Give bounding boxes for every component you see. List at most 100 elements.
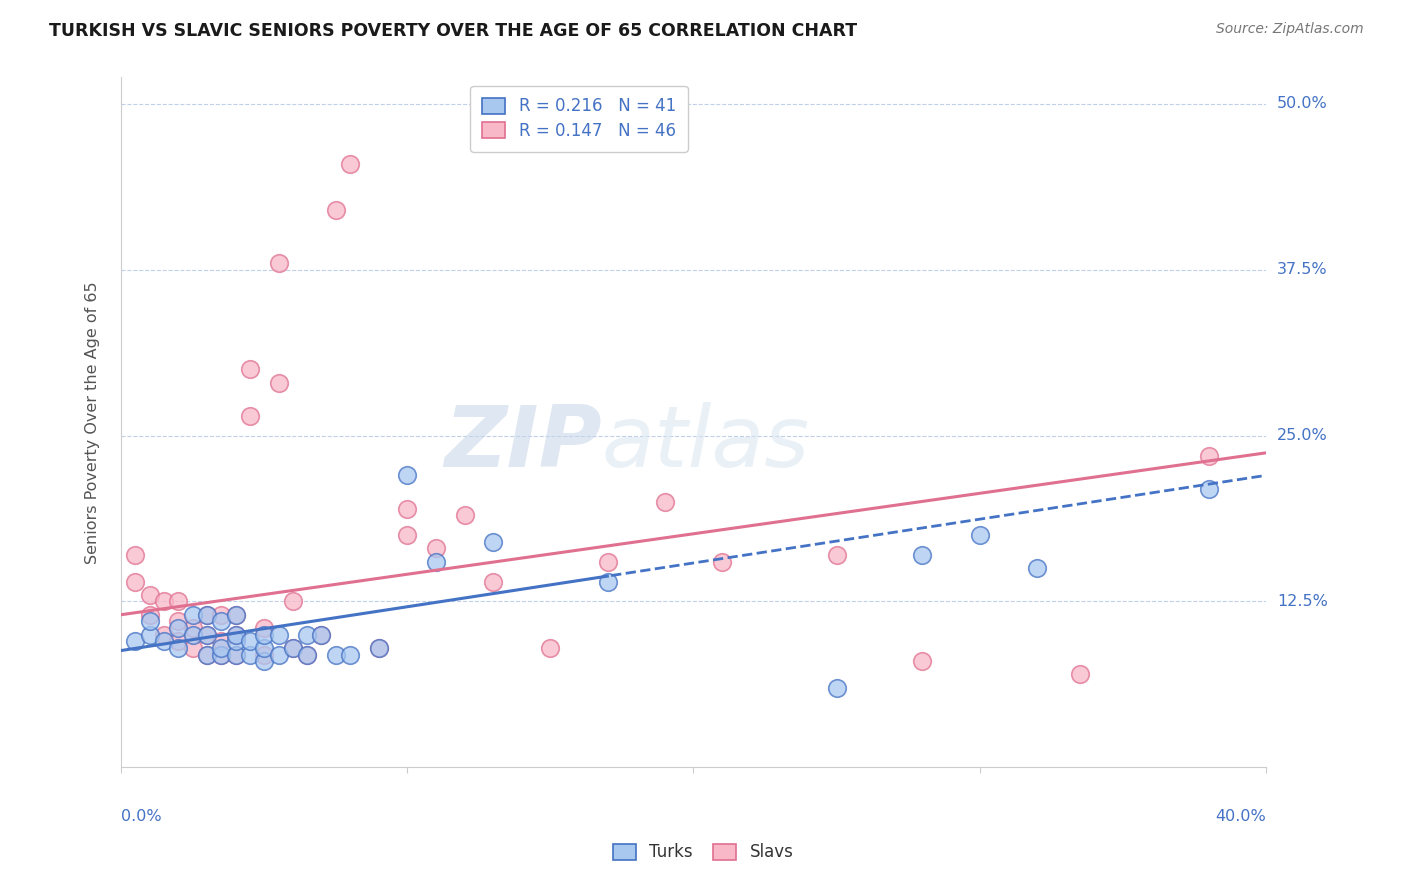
Point [295,648,318,662]
Text: 50.0%: 50.0% [1277,96,1327,112]
Point [239,634,262,648]
Point [295,627,318,641]
Point [425,555,447,569]
Point [267,256,290,270]
Point [195,648,218,662]
Point [911,654,934,668]
Point [195,607,218,622]
Point [209,648,232,662]
Point [139,607,162,622]
Text: Source: ZipAtlas.com: Source: ZipAtlas.com [1216,22,1364,37]
Point [538,640,561,655]
Point [124,634,146,648]
Point [181,627,204,641]
Point [311,627,333,641]
Point [325,648,347,662]
Point [295,648,318,662]
Point [325,203,347,218]
Text: 0.0%: 0.0% [121,809,162,823]
Point [311,627,333,641]
Point [209,648,232,662]
Point [482,534,505,549]
Point [225,627,247,641]
Point [396,528,419,542]
Point [167,594,190,608]
Point [124,574,146,589]
Point [195,627,218,641]
Point [281,594,304,608]
Point [396,468,419,483]
Point [253,621,276,635]
Point [253,654,276,668]
Point [209,607,232,622]
Text: 40.0%: 40.0% [1215,809,1265,823]
Point [209,640,232,655]
Point [253,648,276,662]
Text: 37.5%: 37.5% [1277,262,1327,277]
Point [153,634,176,648]
Point [596,555,619,569]
Y-axis label: Seniors Poverty Over the Age of 65: Seniors Poverty Over the Age of 65 [86,281,100,564]
Text: 12.5%: 12.5% [1277,594,1327,609]
Point [167,640,190,655]
Point [167,615,190,629]
Point [654,495,676,509]
Point [253,627,276,641]
Point [195,607,218,622]
Point [225,607,247,622]
Point [1198,482,1220,496]
Point [195,627,218,641]
Point [367,640,389,655]
Point [969,528,991,542]
Point [253,640,276,655]
Point [425,541,447,556]
Point [209,615,232,629]
Point [825,681,848,695]
Point [367,640,389,655]
Point [139,615,162,629]
Point [239,362,262,376]
Text: 25.0%: 25.0% [1277,428,1327,443]
Point [139,627,162,641]
Point [195,648,218,662]
Text: ZIP: ZIP [444,401,602,484]
Point [825,548,848,562]
Point [267,376,290,390]
Point [281,640,304,655]
Point [225,648,247,662]
Point [911,548,934,562]
Point [281,640,304,655]
Point [482,574,505,589]
Point [181,640,204,655]
Point [225,634,247,648]
Point [339,156,361,170]
Point [225,648,247,662]
Point [209,634,232,648]
Point [153,594,176,608]
Point [711,555,734,569]
Point [596,574,619,589]
Point [167,621,190,635]
Point [181,621,204,635]
Point [267,627,290,641]
Point [181,607,204,622]
Point [1069,667,1091,681]
Point [1025,561,1047,575]
Point [139,588,162,602]
Point [1198,449,1220,463]
Point [396,501,419,516]
Point [339,648,361,662]
Text: atlas: atlas [602,401,810,484]
Point [167,634,190,648]
Point [239,409,262,423]
Legend: Turks, Slavs: Turks, Slavs [600,831,806,873]
Point [124,548,146,562]
Point [239,648,262,662]
Text: TURKISH VS SLAVIC SENIORS POVERTY OVER THE AGE OF 65 CORRELATION CHART: TURKISH VS SLAVIC SENIORS POVERTY OVER T… [49,22,858,40]
Point [153,627,176,641]
Legend: R = 0.216   N = 41, R = 0.147   N = 46: R = 0.216 N = 41, R = 0.147 N = 46 [471,86,688,152]
Point [225,607,247,622]
Point [267,648,290,662]
Point [225,627,247,641]
Point [453,508,475,523]
